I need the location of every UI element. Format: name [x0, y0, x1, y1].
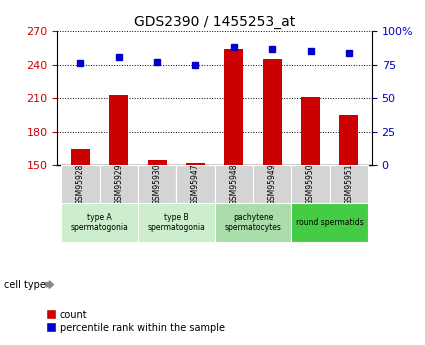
- Bar: [215, 204, 291, 241]
- Text: cell type: cell type: [4, 280, 46, 289]
- Bar: [61, 204, 138, 241]
- Bar: [263, 59, 282, 165]
- Text: GSM95928: GSM95928: [76, 164, 85, 205]
- Bar: [253, 165, 291, 204]
- Bar: [291, 165, 330, 204]
- Text: GSM95929: GSM95929: [114, 164, 123, 205]
- Text: GSM95948: GSM95948: [230, 164, 238, 205]
- Bar: [339, 115, 358, 165]
- Bar: [99, 165, 138, 204]
- Bar: [109, 95, 128, 165]
- Bar: [176, 165, 215, 204]
- Text: GSM95950: GSM95950: [306, 164, 315, 205]
- Bar: [147, 160, 167, 165]
- Bar: [224, 49, 244, 165]
- Bar: [301, 97, 320, 165]
- Bar: [186, 163, 205, 165]
- Bar: [61, 165, 99, 204]
- Text: GSM95947: GSM95947: [191, 164, 200, 205]
- Text: GSM95949: GSM95949: [268, 164, 277, 205]
- Text: GSM95930: GSM95930: [153, 164, 162, 205]
- Text: GSM95951: GSM95951: [344, 164, 353, 205]
- Bar: [71, 149, 90, 165]
- Bar: [138, 165, 176, 204]
- Legend: count, percentile rank within the sample: count, percentile rank within the sample: [43, 306, 229, 337]
- Text: type A
spermatogonia: type A spermatogonia: [71, 213, 128, 232]
- Text: pachytene
spermatocytes: pachytene spermatocytes: [224, 213, 281, 232]
- Bar: [330, 165, 368, 204]
- Bar: [138, 204, 215, 241]
- Bar: [215, 165, 253, 204]
- Title: GDS2390 / 1455253_at: GDS2390 / 1455253_at: [134, 14, 295, 29]
- Text: round spermatids: round spermatids: [296, 218, 363, 227]
- Text: type B
spermatogonia: type B spermatogonia: [147, 213, 205, 232]
- Bar: [291, 204, 368, 241]
